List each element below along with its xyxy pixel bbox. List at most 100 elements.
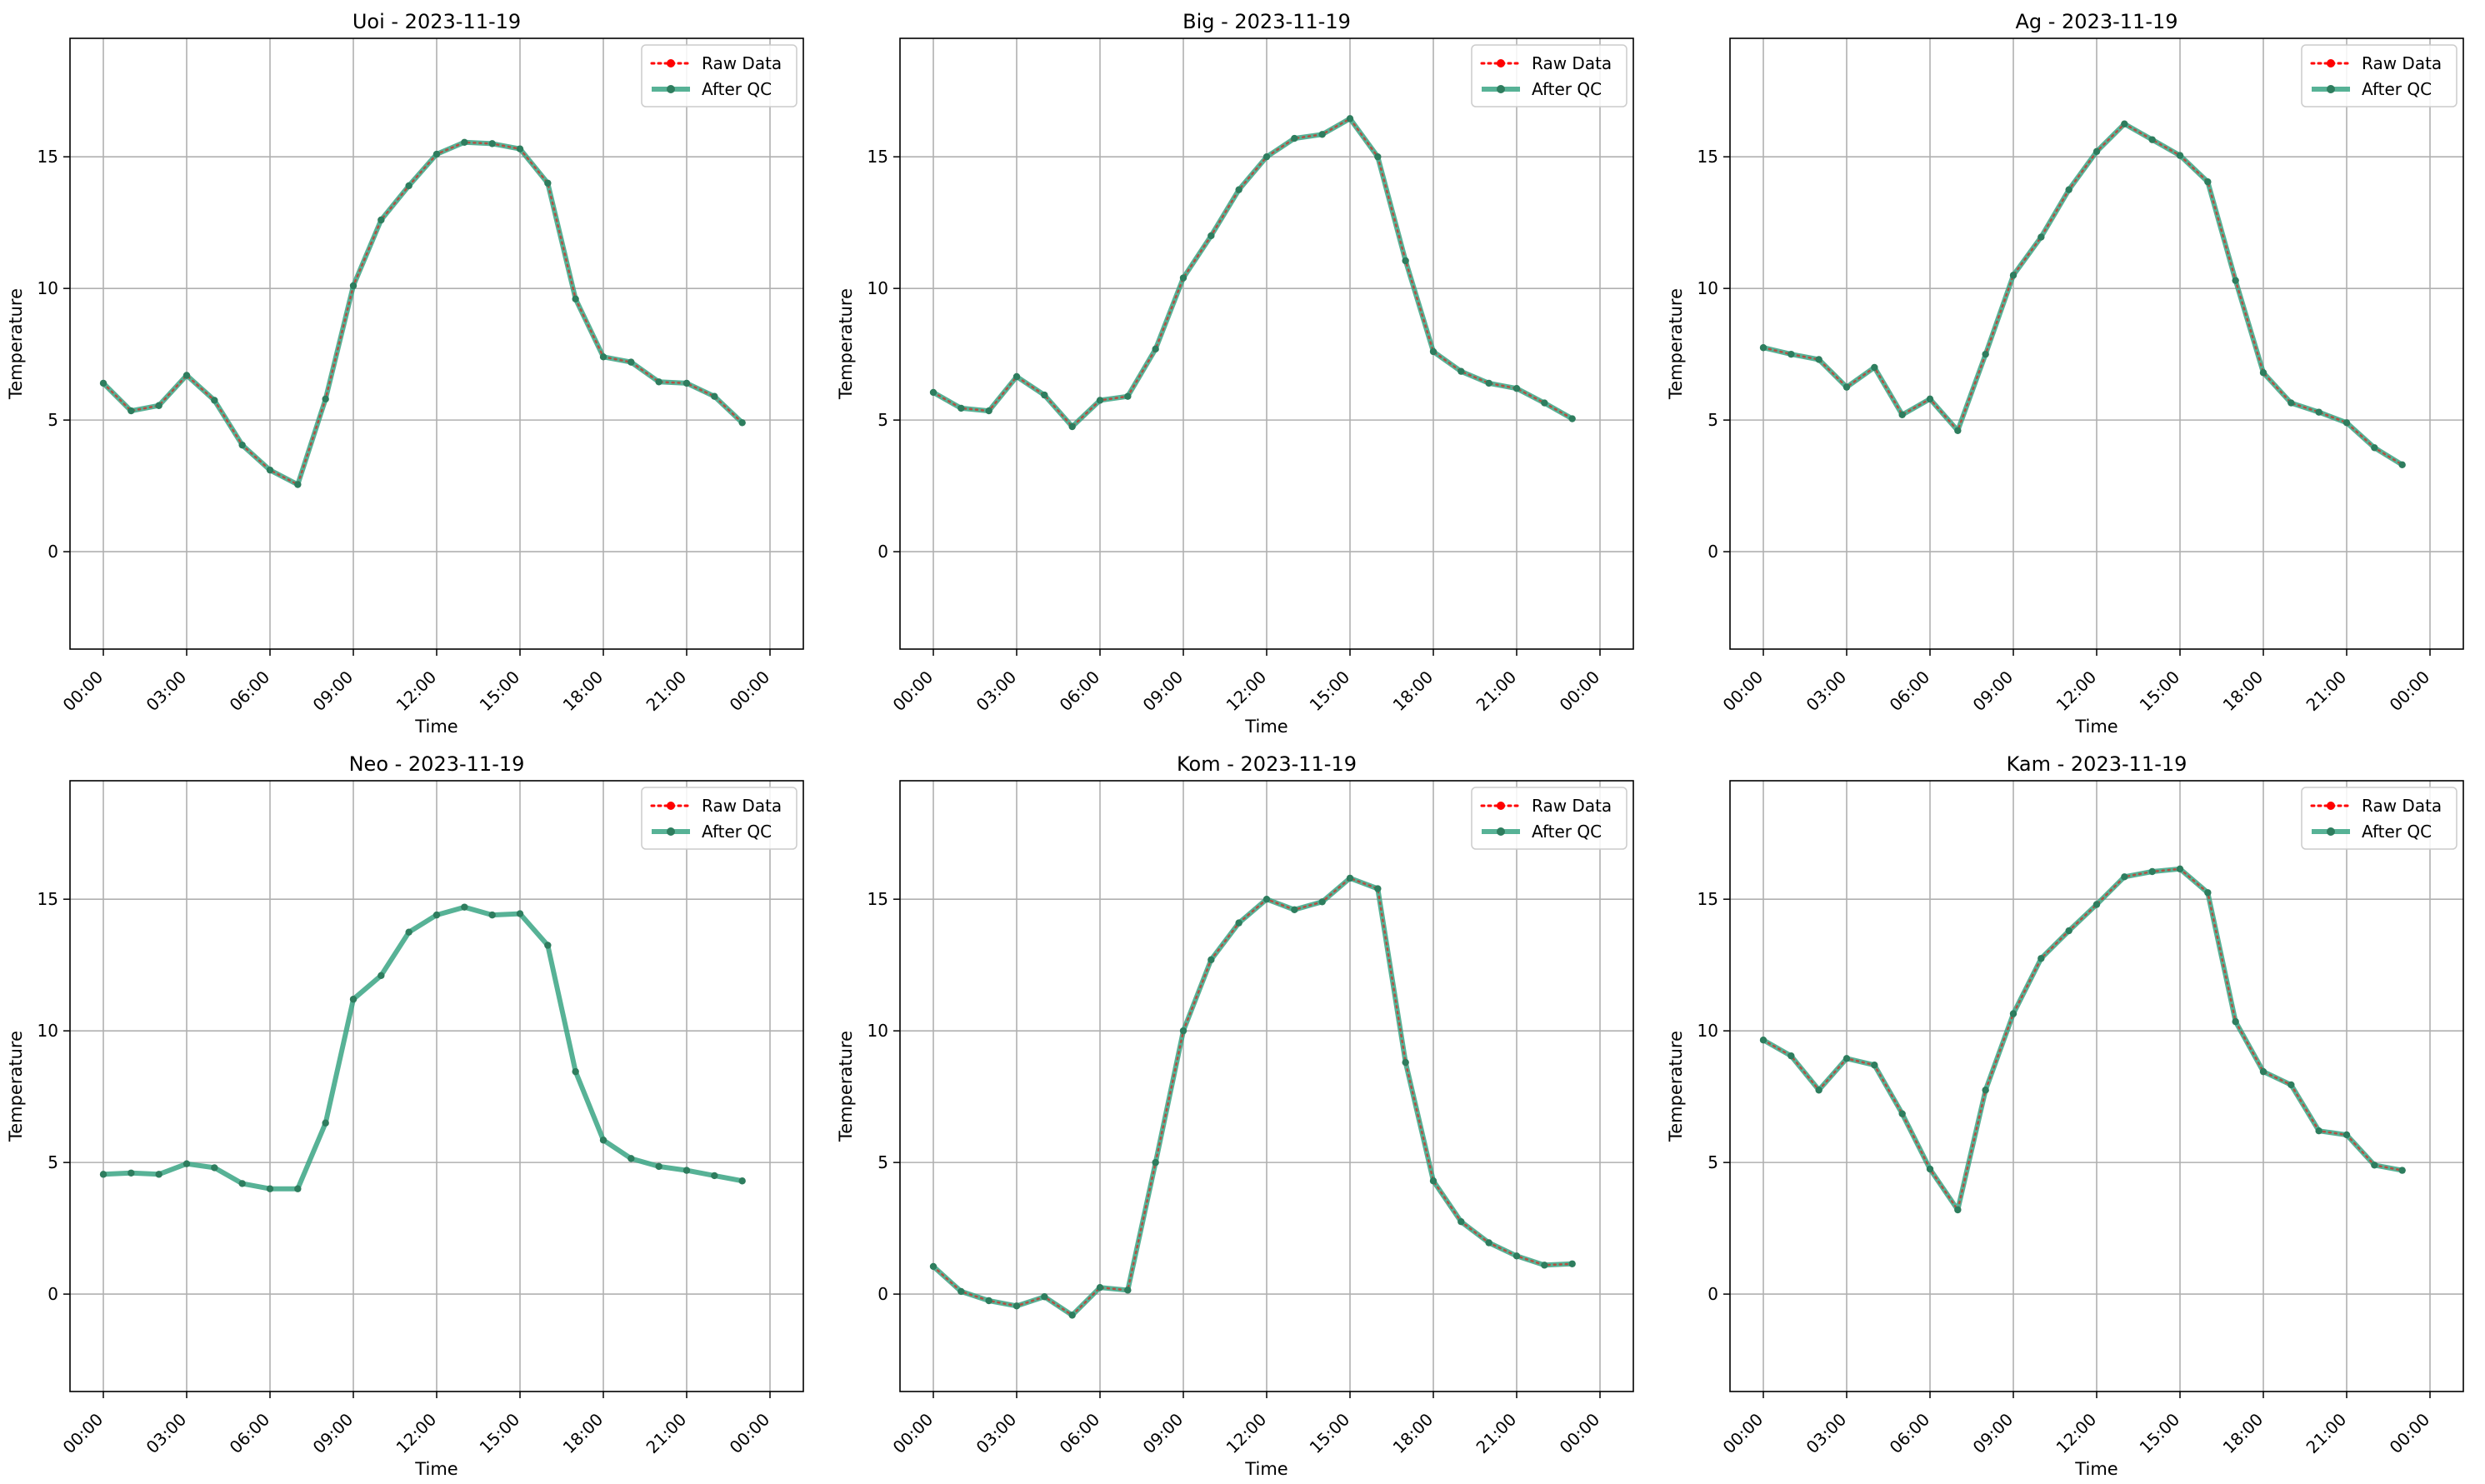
data-point (1815, 1087, 1822, 1094)
y-tick-label: 15 (868, 147, 888, 167)
legend-qc-marker (1497, 827, 1505, 836)
legend-qc-marker (667, 85, 675, 93)
y-axis-label: Temperature (6, 288, 26, 400)
data-point (1179, 274, 1188, 282)
data-point (2371, 444, 2378, 452)
data-point (572, 1067, 579, 1076)
axes-frame (899, 780, 1634, 1392)
x-tick-label: 18:00 (559, 667, 608, 715)
raw-series-line (932, 117, 1573, 428)
data-point (2288, 399, 2295, 407)
data-point (1871, 1062, 1878, 1069)
subplot-6: 00:00 03:00 06:00 09:00 12:00 15:00 18:00 21:00… (1666, 752, 2464, 1479)
legend-raw-label: Raw Data (2362, 53, 2442, 73)
legend-raw-label: Raw Data (1532, 796, 1612, 816)
data-point (1318, 131, 1326, 138)
data-point (599, 353, 608, 361)
y-axis-label: Temperature (836, 288, 856, 400)
data-point (266, 1185, 274, 1192)
y-tick-label: 10 (38, 1021, 58, 1041)
data-point (1291, 906, 1298, 914)
x-tick-label: 15:00 (2136, 667, 2184, 715)
x-tick-label: 09:00 (309, 667, 358, 715)
x-tick-label: 21:00 (642, 667, 691, 715)
data-point (155, 402, 162, 409)
data-point (2398, 1167, 2406, 1174)
data-point (378, 972, 385, 980)
qc-series-line (101, 904, 745, 1192)
x-axis-label: Time (2074, 717, 2118, 737)
x-tick-label: 00:00 (2386, 1409, 2434, 1457)
legend-qc-label: After QC (1532, 822, 1602, 842)
x-tick-label: 03:00 (1802, 1409, 1851, 1457)
data-point (349, 996, 358, 1003)
data-point (432, 911, 441, 919)
data-point (1402, 1058, 1409, 1067)
legend-qc-marker (667, 827, 675, 836)
data-point (266, 466, 274, 474)
data-point (99, 379, 108, 387)
data-point (711, 1172, 718, 1180)
data-point (738, 1177, 746, 1185)
data-point (1458, 1218, 1465, 1226)
data-point (1485, 1239, 1492, 1247)
data-point (1291, 134, 1298, 142)
x-tick-label: 09:00 (1139, 1409, 1188, 1457)
x-tick-label: 06:00 (1886, 667, 1934, 715)
data-point (2009, 272, 2018, 279)
data-point (655, 1162, 662, 1171)
data-point (2204, 889, 2212, 897)
x-tick-label: 09:00 (1139, 667, 1188, 715)
data-point (516, 910, 524, 917)
data-point (1954, 1206, 1962, 1214)
data-point (2148, 136, 2156, 143)
data-point (1346, 874, 1354, 882)
legend-qc-label: After QC (702, 79, 772, 99)
data-point (1429, 1177, 1438, 1185)
data-point (682, 1167, 691, 1174)
raw-series-line (1762, 867, 2403, 1213)
data-point (1898, 411, 1906, 419)
legend: Raw Data After QC (2301, 787, 2458, 850)
data-point (1402, 257, 1409, 265)
x-tick-label: 06:00 (1056, 667, 1104, 715)
x-tick-label: 21:00 (1472, 667, 1521, 715)
x-tick-label: 15:00 (476, 667, 524, 715)
data-point (155, 1171, 162, 1178)
x-tick-label: 18:00 (2219, 1409, 2268, 1457)
x-tick-label: 03:00 (972, 667, 1021, 715)
data-point (99, 1171, 108, 1178)
x-tick-label: 12:00 (1222, 667, 1271, 715)
y-tick-label: 0 (878, 1284, 888, 1304)
x-tick-label: 06:00 (1056, 1409, 1104, 1457)
data-point (711, 392, 718, 400)
y-tick-label: 10 (1698, 278, 1718, 298)
y-axis-label: Temperature (836, 1031, 856, 1142)
data-point (1541, 399, 1548, 407)
y-tick-label: 0 (48, 1284, 58, 1304)
legend: Raw Data After QC (1471, 44, 1628, 107)
data-point (1068, 422, 1076, 431)
x-tick-label: 15:00 (1306, 667, 1354, 715)
qc-series-line (931, 875, 1575, 1318)
data-point (1898, 1110, 1906, 1117)
data-point (182, 372, 191, 379)
data-point (378, 216, 385, 224)
data-point (294, 481, 302, 488)
y-tick-label: 5 (878, 1152, 888, 1172)
y-tick-label: 15 (868, 889, 888, 909)
subplot-5: 00:00 03:00 06:00 09:00 12:00 15:00 18:00 21:00… (836, 752, 1634, 1479)
x-tick-label: 06:00 (226, 1409, 274, 1457)
data-point (1012, 1302, 1021, 1310)
x-tick-label: 12:00 (2052, 667, 2101, 715)
y-tick-label: 0 (1708, 542, 1718, 562)
data-point (1068, 1312, 1076, 1319)
data-point (1429, 347, 1438, 356)
data-point (1124, 392, 1132, 400)
qc-series-line (101, 139, 745, 487)
data-point (2038, 955, 2045, 962)
data-point (1235, 919, 1242, 927)
legend: Raw Data After QC (1471, 787, 1628, 850)
data-point (182, 1160, 191, 1167)
legend-raw-marker (667, 59, 675, 67)
